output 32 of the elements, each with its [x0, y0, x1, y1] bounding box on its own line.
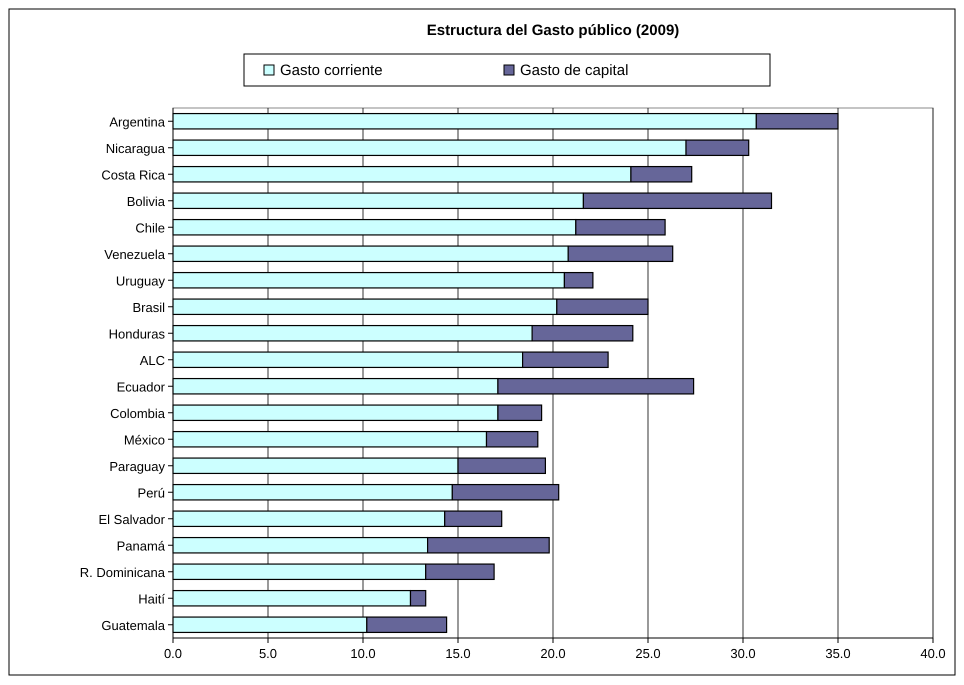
y-tick-label: Chile: [135, 220, 165, 236]
y-tick-label: Perú: [138, 485, 165, 500]
legend-label: Gasto corriente: [280, 62, 383, 79]
y-tick-label: ALC: [140, 352, 165, 368]
y-tick-label: Argentina: [109, 114, 166, 130]
x-tick-label: 30.0: [730, 646, 756, 661]
y-tick-label: Venezuela: [104, 246, 166, 262]
y-tick-label: Uruguay: [116, 273, 166, 288]
y-tick-label: R. Dominicana: [80, 564, 166, 580]
y-tick-label: Colombia: [110, 406, 166, 421]
y-tick-label: Honduras: [108, 326, 166, 342]
y-tick-label: Paraguay: [109, 458, 166, 474]
x-tick-label: 35.0: [825, 646, 851, 661]
x-tick-label: 25.0: [635, 646, 661, 661]
x-tick-label: 20.0: [540, 646, 566, 661]
y-tick-label: El Salvador: [98, 512, 166, 527]
x-tick-label: 10.0: [350, 646, 376, 661]
x-tick-label: 15.0: [445, 646, 471, 661]
x-tick-label: 0.0: [164, 646, 182, 661]
y-tick-label: Guatemala: [101, 618, 166, 633]
y-tick-label: Bolivia: [126, 194, 166, 209]
x-tick-label: 40.0: [920, 646, 946, 661]
legend-label: Gasto de capital: [520, 62, 628, 79]
y-tick-label: Costa Rica: [101, 167, 166, 182]
y-tick-label: Panamá: [116, 538, 166, 554]
y-tick-label: Ecuador: [116, 379, 166, 394]
y-tick-label: México: [124, 432, 165, 448]
y-tick-label: Nicaragua: [106, 140, 166, 156]
y-tick-label: Haití: [138, 591, 166, 606]
y-tick-label: Brasil: [132, 300, 166, 315]
chart-title: Estructura del Gasto público (2009): [426, 22, 680, 39]
x-tick-label: 5.0: [258, 646, 278, 661]
